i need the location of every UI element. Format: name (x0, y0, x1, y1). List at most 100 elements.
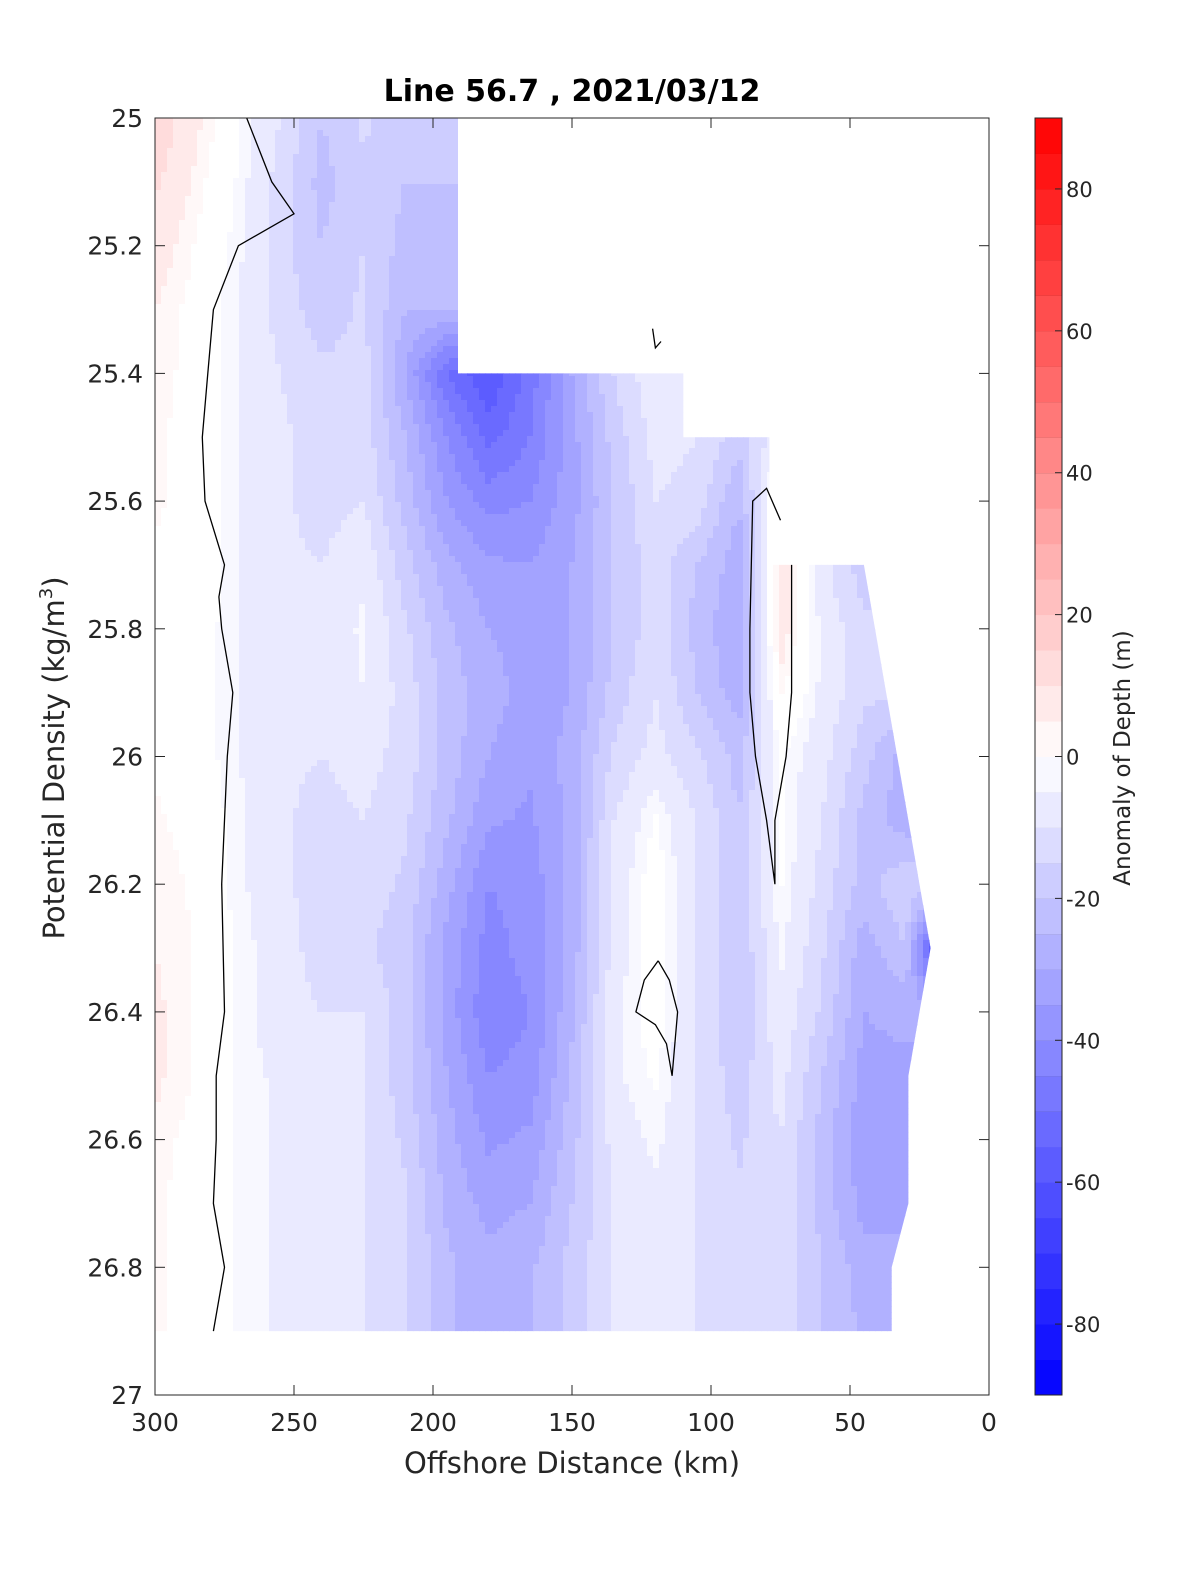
field-cell (245, 136, 252, 143)
field-cell (287, 118, 294, 125)
field-cell (359, 322, 366, 329)
field-cell (257, 202, 264, 209)
field-cell (365, 250, 372, 257)
field-cell (269, 172, 276, 179)
field-cell (431, 136, 438, 143)
field-cell (401, 118, 408, 125)
field-cell (257, 142, 264, 149)
field-cell (185, 190, 192, 197)
field-cell (251, 166, 258, 173)
field-cell (293, 190, 300, 197)
field-cell (167, 148, 174, 155)
field-cell (161, 118, 168, 125)
field-cell (419, 238, 426, 245)
field-cell (365, 298, 372, 305)
field-cell (245, 262, 252, 269)
field-cell (275, 244, 282, 251)
field-cell (293, 292, 300, 299)
field-cell (167, 250, 174, 257)
field-cell (407, 226, 414, 233)
field-cell (155, 184, 162, 191)
field-cell (311, 202, 318, 209)
field-cell (269, 262, 276, 269)
field-cell (353, 232, 360, 239)
field-cell (257, 232, 264, 239)
field-cell (257, 310, 264, 317)
field-cell (443, 286, 450, 293)
field-cell (341, 292, 348, 299)
field-cell (209, 244, 216, 251)
field-cell (167, 286, 174, 293)
field-cell (425, 274, 432, 281)
field-cell (155, 118, 162, 125)
field-cell (425, 286, 432, 293)
field-cell (413, 190, 420, 197)
field-cell (173, 292, 180, 299)
field-cell (161, 124, 168, 131)
field-cell (185, 286, 192, 293)
field-cell (269, 280, 276, 287)
field-cell (437, 238, 444, 245)
field-cell (155, 322, 162, 329)
field-cell (293, 172, 300, 179)
field-cell (263, 268, 270, 275)
field-cell (437, 118, 444, 125)
field-cell (257, 226, 264, 233)
field-cell (389, 154, 396, 161)
field-cell (449, 328, 456, 335)
field-cell (353, 148, 360, 155)
field-cell (389, 316, 396, 323)
field-cell (215, 214, 222, 221)
field-cell (209, 238, 216, 245)
field-cell (251, 208, 258, 215)
field-cell (293, 148, 300, 155)
field-cell (233, 130, 240, 137)
field-cell (233, 322, 240, 329)
field-cell (335, 184, 342, 191)
field-cell (203, 160, 210, 167)
field-cell (161, 178, 168, 185)
field-cell (437, 142, 444, 149)
field-cell (317, 130, 324, 137)
field-cell (221, 208, 228, 215)
field-cell (257, 262, 264, 269)
field-cell (191, 292, 198, 299)
field-cell (173, 280, 180, 287)
field-cell (353, 298, 360, 305)
field-cell (167, 304, 174, 311)
field-cell (323, 220, 330, 227)
field-cell (179, 316, 186, 323)
field-cell (341, 208, 348, 215)
field-cell (311, 220, 318, 227)
field-cell (431, 316, 438, 323)
field-cell (203, 328, 210, 335)
field-cell (359, 256, 366, 263)
field-cell (275, 154, 282, 161)
field-cell (401, 184, 408, 191)
field-cell (395, 244, 402, 251)
field-cell (431, 124, 438, 131)
field-cell (281, 298, 288, 305)
field-cell (293, 226, 300, 233)
field-cell (359, 124, 366, 131)
field-cell (317, 202, 324, 209)
field-cell (179, 124, 186, 131)
field-cell (239, 190, 246, 197)
field-cell (359, 262, 366, 269)
field-cell (383, 304, 390, 311)
field-cell (359, 202, 366, 209)
field-cell (293, 160, 300, 167)
field-cell (197, 214, 204, 221)
field-cell (371, 190, 378, 197)
field-cell (359, 172, 366, 179)
field-cell (365, 208, 372, 215)
field-cell (191, 190, 198, 197)
field-cell (269, 298, 276, 305)
field-cell (287, 280, 294, 287)
field-cell (353, 118, 360, 125)
field-cell (185, 130, 192, 137)
field-cell (281, 172, 288, 179)
field-cell (203, 226, 210, 233)
field-cell (359, 220, 366, 227)
field-cell (197, 148, 204, 155)
